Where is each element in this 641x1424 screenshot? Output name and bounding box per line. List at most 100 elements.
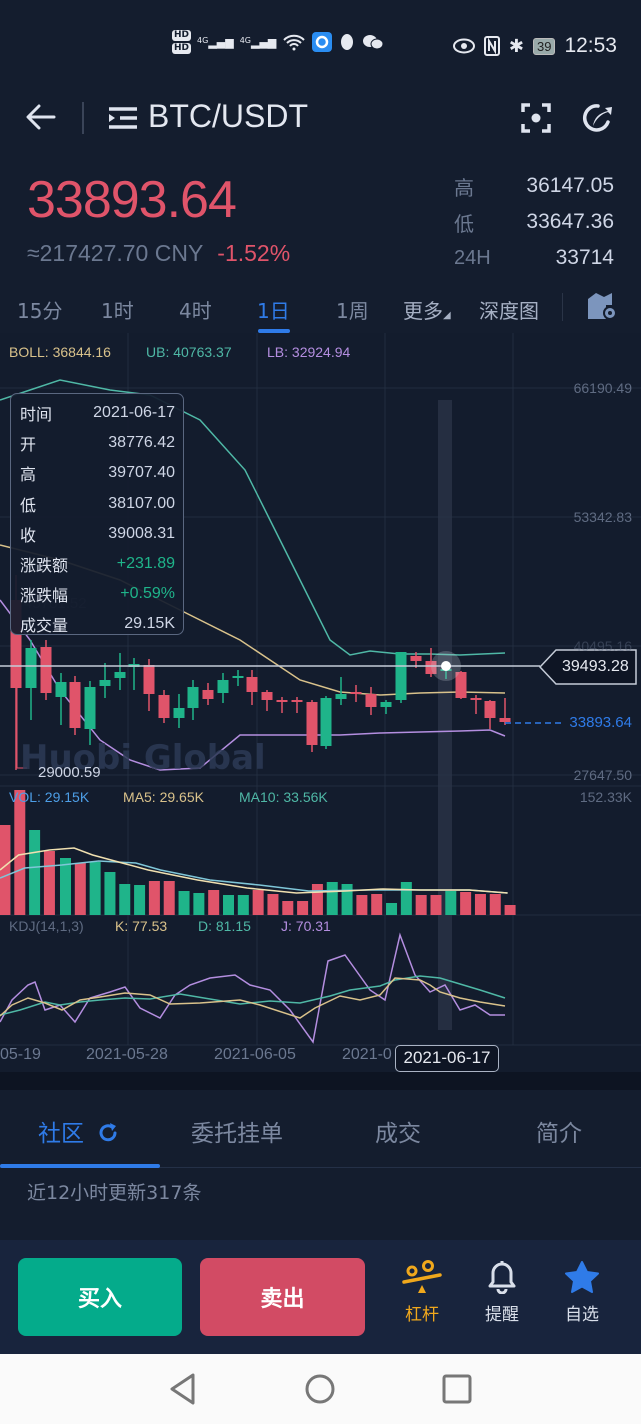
pair-title[interactable]: BTC/USDT [148,98,308,134]
sell-button[interactable]: 卖出 [200,1258,365,1336]
active-tab-indicator [0,1164,160,1168]
cny-value: ≈217427.70 CNY [27,240,204,266]
active-tab-indicator [258,329,290,333]
tab-community[interactable]: 社区 [38,1114,119,1148]
chart-settings-icon[interactable] [586,291,618,321]
bluetooth-icon: ✱ [508,35,524,56]
community-update-note[interactable]: 近12小时更新317条 [27,1182,202,1204]
boll-lb-label: LB: 32924.94 [267,344,351,360]
status-bar: HD HD 4G▂▄▆ 4G▂▄▆ ✱ 39 12:53 [0,0,641,80]
tab-more[interactable]: 更多◢ [403,299,451,323]
info-tabs: 社区 委托挂单 成交 简介 [0,1090,641,1168]
price-cny: ≈217427.70 CNY -1.52% [27,240,290,267]
system-nav-bar [0,1354,641,1424]
tooltip-row-high: 高 39707.40 [20,464,175,485]
kdj-k-label: K: 77.53 [115,918,168,934]
tooltip-row-close: 收 39008.31 [20,524,175,545]
kdj-j-label: J: 70.31 [281,918,331,934]
tab-15m[interactable]: 15分 [17,299,63,323]
arrow-left-icon [26,104,56,130]
alert-label: 提醒 [485,1305,519,1325]
price-axis-2: 53342.83 [573,509,632,525]
date-label-3: 2021-06-05 [214,1046,296,1063]
kdj-d-label: D: 81.15 [198,918,251,934]
browser-app-icon [312,32,333,52]
battery-icon: 39 [532,37,556,55]
vol-label: VOL: 29.15K [9,789,90,805]
change-percent: -1.52% [217,240,291,266]
kdj-label: KDJ(14,1,3) [9,918,84,934]
tab-intro[interactable]: 简介 [536,1121,582,1147]
buy-button[interactable]: 买入 [18,1258,182,1336]
wifi-icon [283,34,306,51]
stat-24h-volume: 24H 33714 [454,246,614,269]
vol-ma10-label: MA10: 33.56K [239,789,328,805]
share-icon[interactable] [582,102,614,134]
boll-label: BOLL: 36844.16 [9,344,111,360]
leverage-button[interactable]: 杠杆 [394,1260,450,1325]
stat-low: 低 33647.36 [454,210,614,236]
current-price-label: 33893.64 [569,714,632,731]
candle-tooltip: 时间 2021-06-17 开 38776.42 高 39707.40 低 38107.… [10,393,184,635]
bell-icon [488,1261,516,1295]
selected-date-tag: 2021-06-17 [395,1045,499,1072]
tab-depth[interactable]: 深度图 [479,299,539,323]
date-label-4: 2021-0 [342,1046,392,1063]
leverage-label: 杠杆 [405,1305,439,1325]
boll-ub-label: UB: 40763.37 [146,344,232,360]
stat-high: 高 36147.05 [454,174,614,200]
clock: 12:53 [564,34,617,57]
watermark: Huobi Global [20,738,266,778]
vol-ma5-label: MA5: 29.65K [123,789,204,805]
tab-4h[interactable]: 4时 [179,299,212,323]
date-label-1: 05-19 [0,1046,41,1063]
last-price: 33893.64 [27,171,237,229]
low-marker: 29000.59 [38,764,101,781]
price-axis-3: 40495.16 [573,638,632,654]
eye-icon [452,38,475,54]
focus-screenshot-icon[interactable] [520,102,552,134]
tab-orders[interactable]: 委托挂单 [191,1121,283,1147]
signal-icon: 4G▂▄▆ [197,35,234,49]
tab-1h[interactable]: 1时 [101,299,134,323]
tooltip-row-low: 低 38107.00 [20,494,175,515]
triangle-down-icon: ◢ [443,310,451,321]
nfc-icon [483,36,500,56]
wechat-icon [363,35,384,50]
chart-canvas[interactable] [0,0,641,1080]
date-label-2: 2021-05-28 [86,1046,168,1063]
recents-nav-icon[interactable] [440,1372,474,1406]
qq-icon [341,34,354,50]
tooltip-row-volume: 成交量 29.15K [20,615,175,636]
status-left: HD HD 4G▂▄▆ 4G▂▄▆ [172,30,384,54]
price-axis-4: 27647.50 [573,767,632,783]
home-nav-icon[interactable] [303,1372,337,1406]
list-menu-icon[interactable] [108,106,138,130]
alert-button[interactable]: 提醒 [474,1260,530,1325]
action-bar: 买入 卖出 杠杆 提醒 自选 [0,1240,641,1354]
vol-axis-max: 152.33K [579,789,632,805]
timeframe-tabs: 15分 1时 4时 1日 1周 更多◢ 深度图 [0,285,641,333]
tab-1d[interactable]: 1日 [257,299,290,323]
status-right: ✱ 39 12:53 [452,34,617,58]
leverage-icon [402,1260,442,1293]
refresh-icon[interactable] [97,1121,119,1143]
price-axis-1: 66190.49 [573,380,632,396]
crosshair-price-tag [538,649,637,685]
chart-footer [0,1072,641,1090]
favorite-label: 自选 [565,1305,599,1325]
crosshair-vertical [438,400,452,1030]
star-icon [565,1261,599,1293]
tab-divider [562,293,563,321]
ticker-stats: 高 36147.05 低 33647.36 24H 33714 [454,168,614,276]
back-nav-icon[interactable] [166,1372,200,1406]
signal-icon: 4G▂▄▆ [239,35,277,49]
favorite-button[interactable]: 自选 [554,1260,610,1325]
header-divider [82,102,84,134]
back-button[interactable] [24,100,58,140]
tooltip-row-change-pct: 涨跌幅 +0.59% [20,585,175,606]
crosshair-price: 39493.28 [562,658,629,675]
tab-1w[interactable]: 1周 [336,299,369,323]
tooltip-row-time: 时间 2021-06-17 [20,404,175,425]
tab-trades[interactable]: 成交 [375,1121,421,1147]
